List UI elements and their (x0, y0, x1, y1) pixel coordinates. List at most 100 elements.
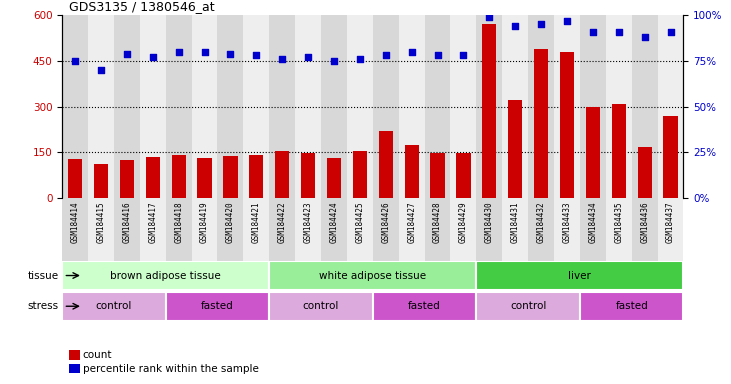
Bar (192, 198, 218, 261)
Text: GSM184417: GSM184417 (148, 201, 157, 243)
Text: control: control (303, 301, 339, 311)
Bar (482, 25, 496, 198)
Bar (606, 198, 632, 261)
Text: fasted: fasted (616, 301, 648, 311)
Text: GSM184418: GSM184418 (174, 201, 183, 243)
Point (587, 29, 599, 35)
Bar (321, 15, 347, 198)
Bar (192, 15, 218, 198)
Bar (664, 116, 678, 198)
Bar (140, 198, 166, 261)
Bar (243, 198, 269, 261)
Bar (88, 15, 114, 198)
Bar (62, 15, 88, 198)
Bar (68, 159, 82, 198)
Text: GSM184425: GSM184425 (355, 201, 364, 243)
Bar (243, 15, 269, 198)
Bar (62, 261, 269, 290)
Text: fasted: fasted (201, 301, 234, 311)
Bar (269, 261, 477, 290)
Bar (327, 158, 341, 198)
Text: stress: stress (27, 301, 58, 311)
Text: GSM184434: GSM184434 (588, 201, 597, 243)
Bar (425, 198, 450, 261)
Bar (69, 350, 80, 360)
Bar (560, 52, 574, 198)
Point (613, 29, 624, 35)
Bar (580, 292, 683, 321)
Bar (88, 198, 114, 261)
Text: control: control (510, 301, 546, 311)
Text: GSM184433: GSM184433 (562, 201, 572, 243)
Text: GSM184420: GSM184420 (226, 201, 235, 243)
Bar (347, 198, 373, 261)
Bar (632, 15, 658, 198)
Bar (62, 198, 88, 261)
Point (224, 51, 236, 57)
Point (173, 49, 184, 55)
Bar (218, 15, 243, 198)
Bar (275, 151, 289, 198)
Bar (166, 198, 192, 261)
Bar (528, 15, 554, 198)
Bar (431, 153, 444, 198)
Bar (218, 198, 243, 261)
Bar (425, 15, 450, 198)
Text: control: control (96, 301, 132, 311)
Point (147, 54, 159, 60)
Bar (554, 15, 580, 198)
Bar (477, 261, 683, 290)
Bar (249, 155, 263, 198)
Bar (347, 15, 373, 198)
Bar (612, 104, 626, 198)
Text: GSM184436: GSM184436 (640, 201, 649, 243)
Bar (450, 15, 477, 198)
Text: GSM184415: GSM184415 (96, 201, 105, 243)
Bar (580, 198, 606, 261)
Bar (140, 15, 166, 198)
Bar (373, 15, 398, 198)
Text: GSM184428: GSM184428 (433, 201, 442, 243)
Bar (373, 292, 477, 321)
Text: GSM184414: GSM184414 (71, 201, 80, 243)
Bar (145, 157, 160, 198)
Point (328, 58, 340, 64)
Text: GSM184437: GSM184437 (666, 201, 675, 243)
Bar (632, 198, 658, 261)
Point (276, 56, 288, 62)
Bar (404, 146, 419, 198)
Point (199, 49, 211, 55)
Text: GSM184423: GSM184423 (303, 201, 313, 243)
Bar (379, 131, 393, 198)
Bar (398, 198, 425, 261)
Bar (508, 101, 523, 198)
Bar (172, 155, 186, 198)
Bar (166, 292, 269, 321)
Bar (223, 156, 238, 198)
Bar (606, 15, 632, 198)
Bar (114, 198, 140, 261)
Point (69, 58, 81, 64)
Text: GSM184435: GSM184435 (614, 201, 624, 243)
Point (458, 53, 469, 59)
Bar (580, 15, 606, 198)
Point (95, 67, 107, 73)
Bar (166, 15, 192, 198)
Point (639, 34, 651, 40)
Bar (197, 158, 212, 198)
Text: tissue: tissue (27, 270, 58, 281)
Bar (502, 15, 528, 198)
Text: count: count (83, 350, 112, 360)
Bar (477, 198, 502, 261)
Text: GSM184429: GSM184429 (459, 201, 468, 243)
Point (664, 29, 676, 35)
Text: GSM184424: GSM184424 (330, 201, 338, 243)
Point (354, 56, 366, 62)
Bar (637, 147, 652, 198)
Bar (477, 292, 580, 321)
Bar (502, 198, 528, 261)
Bar (114, 15, 140, 198)
Text: GSM184419: GSM184419 (200, 201, 209, 243)
Bar (398, 15, 425, 198)
Point (483, 14, 495, 20)
